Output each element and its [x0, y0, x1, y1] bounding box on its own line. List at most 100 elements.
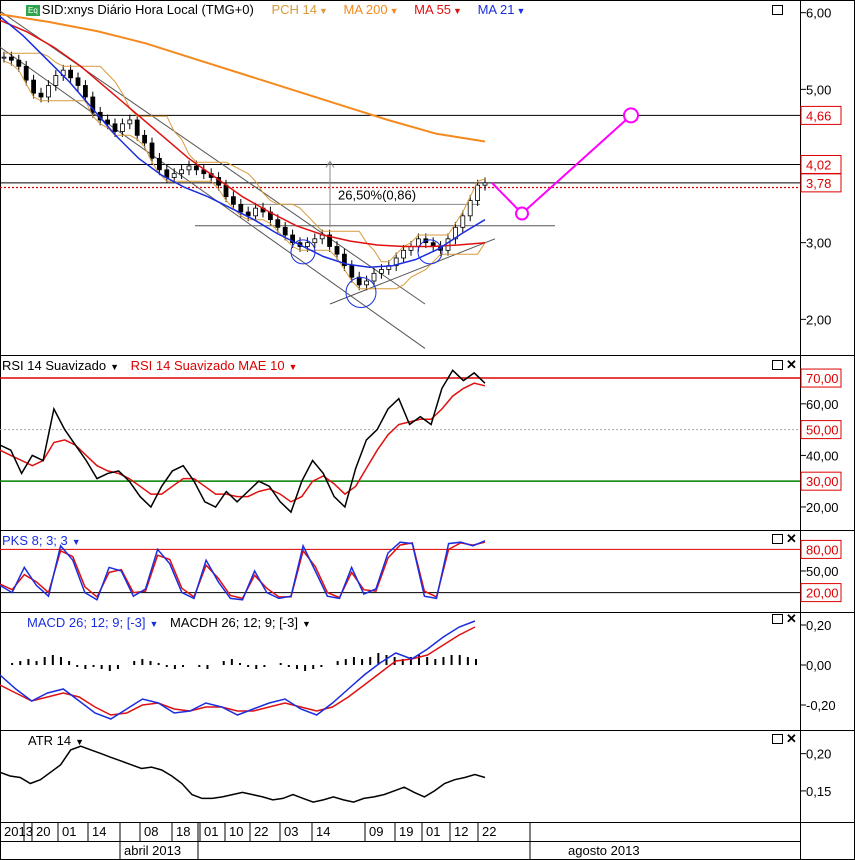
candle-body — [75, 77, 81, 86]
price-label: 4,66 — [806, 108, 831, 123]
macd-panel-header: MACD 26; 12; 9; [-3] ▼ MACDH 26; 12; 9; [… — [27, 615, 321, 630]
dropdown-icon[interactable]: ▼ — [149, 619, 159, 629]
close-icon[interactable]: ✕ — [786, 731, 797, 746]
maximize-icon[interactable] — [772, 614, 783, 624]
price-axis-tick: 3,00 — [806, 236, 831, 251]
candle-body — [127, 119, 133, 125]
time-axis-tick: 14 — [92, 824, 106, 839]
candle-body — [186, 165, 192, 171]
candle-body — [364, 280, 370, 286]
candle-body — [230, 196, 236, 205]
maximize-icon[interactable] — [772, 360, 783, 370]
value-label-box — [800, 105, 842, 125]
rsi-level-label: 30,00 — [806, 474, 839, 489]
rsi-axis-tick: 40,00 — [806, 448, 839, 463]
dropdown-icon[interactable]: ▼ — [516, 6, 526, 16]
candle-body — [171, 173, 177, 178]
symbol-title[interactable]: SID:xnys Diário Hora Local (TMG+0) — [41, 2, 254, 17]
candle-body — [482, 182, 488, 186]
maximize-icon[interactable] — [772, 734, 783, 744]
legend-ma55[interactable]: MA 55 — [414, 2, 452, 17]
rsi-axis-tick: 60,00 — [806, 397, 839, 412]
projection-point — [515, 206, 529, 221]
candle-body — [460, 215, 466, 228]
value-label-box — [800, 173, 842, 193]
rsi-level-label: 70,00 — [806, 371, 839, 386]
price-label: 3,78 — [806, 176, 831, 191]
candle-body — [120, 123, 125, 132]
close-icon[interactable]: ✕ — [786, 531, 797, 546]
maximize-icon[interactable] — [772, 5, 783, 15]
maximize-icon[interactable] — [772, 534, 783, 544]
stoch-panel-header: PKS 8; 3; 3 ▼ — [2, 533, 91, 548]
pch14-lower — [3, 60, 486, 290]
dropdown-icon[interactable]: ▼ — [453, 6, 462, 16]
candle-body — [90, 96, 96, 113]
legend-atr[interactable]: ATR 14 — [28, 733, 72, 748]
macd-axis-tick: 0,20 — [806, 618, 831, 633]
value-label-box — [800, 539, 842, 559]
close-icon[interactable]: ✕ — [786, 611, 797, 626]
stoch-k-line — [0, 540, 486, 601]
legend-rsi[interactable]: RSI 14 Suavizado — [2, 358, 107, 373]
legend-macdh[interactable]: MACDH 26; 12; 9; [-3] — [170, 615, 298, 630]
candle-body — [38, 92, 44, 98]
candle-body — [452, 226, 458, 240]
dropdown-icon[interactable]: ▼ — [75, 737, 85, 747]
candle-body — [193, 165, 199, 171]
legend-pks[interactable]: PKS 8; 3; 3 — [2, 533, 68, 548]
atr-panel-header: ATR 14 ▼ — [28, 733, 94, 748]
time-axis-tick: 14 — [316, 824, 330, 839]
price-axis-tick: 5,00 — [806, 82, 831, 97]
candle-body — [467, 200, 473, 217]
measure-arrow-head — [325, 160, 335, 168]
channel-upper — [0, 46, 426, 349]
time-axis-tick: 01 — [62, 824, 76, 839]
macd-signal-line — [0, 626, 476, 716]
legend-rsi-mae[interactable]: RSI 14 Suavizado MAE 10 — [130, 358, 285, 373]
legend-macd[interactable]: MACD 26; 12; 9; [-3] — [27, 615, 146, 630]
candle-body — [275, 219, 281, 228]
candle-body — [245, 211, 251, 217]
price-panel-header: Eq SID:xnys Diário Hora Local (TMG+0) PCH… — [26, 2, 535, 17]
dropdown-icon[interactable]: ▼ — [301, 619, 311, 629]
close-icon[interactable]: ✕ — [786, 357, 797, 372]
ma55-line — [0, 19, 486, 248]
candle-body — [475, 184, 481, 201]
price-axis-tick: 6,00 — [806, 6, 831, 21]
candle-body — [31, 79, 37, 94]
candle-body — [23, 65, 29, 81]
rsi-panel-header: RSI 14 Suavizado ▼ RSI 14 Suavizado MAE 1… — [2, 358, 307, 373]
atr-line — [0, 745, 486, 803]
time-axis-tick: 08 — [144, 824, 158, 839]
candle-body — [282, 226, 288, 236]
time-axis-tick: 03 — [284, 824, 298, 839]
candle-body — [53, 75, 59, 86]
candle-body — [378, 269, 384, 274]
dropdown-icon[interactable]: ▼ — [389, 6, 399, 16]
legend-ma21[interactable]: MA 21 — [477, 2, 515, 17]
atr-axis-tick: 0,20 — [806, 747, 831, 762]
candle-body — [401, 249, 407, 259]
time-axis-tick: 22 — [254, 824, 268, 839]
value-label-box — [800, 368, 842, 388]
candle-body — [371, 272, 377, 282]
value-label-box — [800, 471, 842, 491]
dropdown-icon[interactable]: ▼ — [110, 362, 119, 372]
dropdown-icon[interactable]: ▼ — [71, 537, 81, 547]
price-label: 4,02 — [806, 157, 831, 172]
legend-ma200[interactable]: MA 200 — [343, 2, 388, 17]
legend-pch14[interactable]: PCH 14 — [271, 2, 317, 17]
symbol-badge[interactable]: Eq — [26, 5, 40, 17]
candle-body — [83, 85, 88, 98]
value-label-box — [800, 420, 842, 440]
chart-marks — [0, 13, 639, 803]
dropdown-icon[interactable]: ▼ — [318, 6, 328, 16]
time-axis-tick: 20 — [36, 824, 50, 839]
candle-body — [349, 265, 355, 278]
candle-body — [156, 157, 162, 171]
dropdown-icon[interactable]: ▼ — [288, 362, 298, 372]
candle-body — [238, 203, 244, 213]
candle-body — [341, 253, 347, 267]
